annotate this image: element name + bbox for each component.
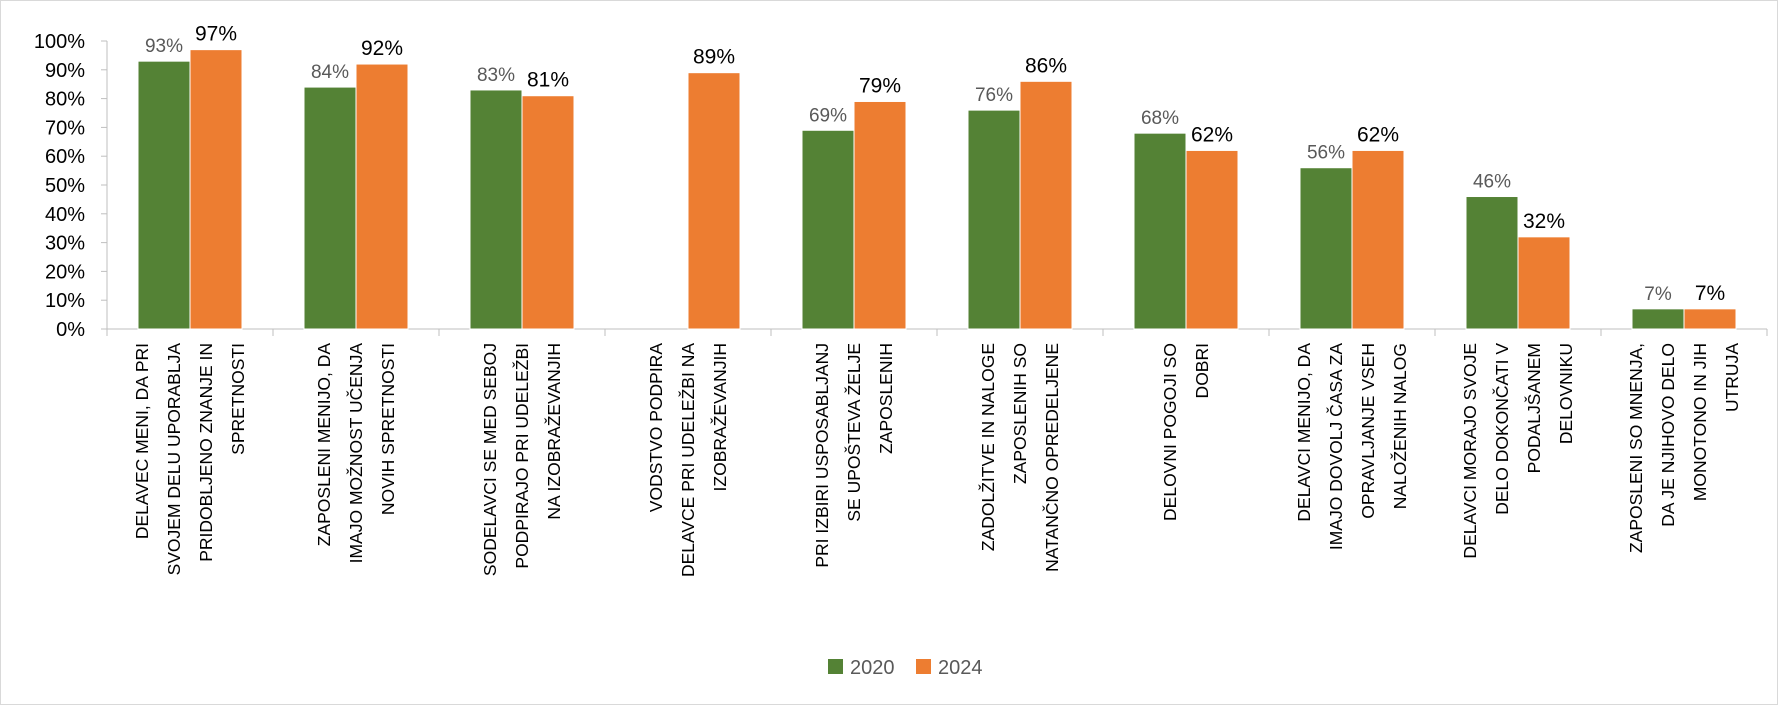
category-label-line: DELAVEC MENI, DA PRI <box>132 343 152 539</box>
category-label-line: DELO DOKONČATI V <box>1491 343 1512 515</box>
category-label: ZAPOSLENI MENIJO, DA IMAJO MOŽNOST UČENJA… <box>314 343 398 564</box>
bar-2024 <box>1351 149 1405 330</box>
bar-2020 <box>469 89 523 330</box>
bar-2020 <box>1631 308 1685 330</box>
category-label-line: ZAPOSLENIH <box>876 343 896 454</box>
bar-2024 <box>1683 308 1737 330</box>
data-label-2020: 69% <box>809 105 847 126</box>
category-label-line: NATANČNO OPREDELJENE <box>1041 343 1062 572</box>
bar-2020 <box>967 109 1021 330</box>
category-label-line: ZADOLŽITVE IN NALOGE <box>978 343 998 551</box>
data-label-2024: 81% <box>527 69 569 92</box>
y-tick-label: 90% <box>45 60 85 82</box>
bar-2020 <box>303 86 357 330</box>
data-label-2024: 92% <box>361 37 403 60</box>
category-label-line: IMAJO DOVOLJ ČASA ZA <box>1325 343 1346 550</box>
category-label: SODELAVCI SE MED SEBOJ PODPIRAJO PRI UDEL… <box>480 343 564 576</box>
data-label-2020: 84% <box>311 62 349 83</box>
category-label-line: NOVIH SPRETNOSTI <box>378 343 398 515</box>
data-label-2020: 93% <box>145 36 183 57</box>
category-label-line: VODSTVO PODPIRA <box>646 343 666 513</box>
data-label-2020: 68% <box>1141 108 1179 129</box>
category-label-line: PODPIRAJO PRI UDELEŽBI <box>512 343 532 569</box>
category-label-line: NA IZOBRAŽEVANJIH <box>544 343 564 520</box>
category-label: ZAPOSLENI SO MNENJA, DA JE NJIHOVO DELO MO… <box>1626 343 1742 553</box>
bar-2024 <box>1019 80 1073 330</box>
data-label-2024: 86% <box>1025 54 1067 77</box>
category-label-line: OPRAVLJANJE VSEH <box>1358 343 1378 519</box>
legend-label-2024: 2024 <box>938 657 983 679</box>
data-label-2024: 97% <box>195 23 237 46</box>
bar-2020 <box>137 60 191 330</box>
bar-2024 <box>355 63 409 330</box>
data-label-2020: 56% <box>1307 143 1345 164</box>
data-label-2020: 7% <box>1644 284 1672 305</box>
category-label-line: SODELAVCI SE MED SEBOJ <box>480 343 500 576</box>
category-label-line: SE UPOŠTEVA ŽELJE <box>843 343 864 522</box>
bar-2020 <box>1465 196 1519 330</box>
bar-2024 <box>521 95 575 330</box>
category-label-line: DELOVNIKU <box>1556 343 1576 444</box>
category-label-line: DA JE NJIHOVO DELO <box>1658 343 1678 527</box>
category-label-line: DELOVNI POGOJI SO <box>1160 343 1180 521</box>
bar-2024 <box>1185 149 1239 330</box>
y-tick-label: 60% <box>45 146 85 168</box>
category-label: PRI IZBIRI USPOSABLJANJ SE UPOŠTEVA ŽELJE… <box>812 343 896 568</box>
category-label-line: DELAVCE PRI UDELEŽBI NA <box>678 343 698 577</box>
category-label-line: SVOJEM DELU UPORABLJA <box>164 343 184 576</box>
y-tick-label: 20% <box>45 261 85 283</box>
bar-2020 <box>1299 167 1353 330</box>
bar-2024 <box>687 72 741 330</box>
category-label: DELAVEC MENI, DA PRI SVOJEM DELU UPORABLJ… <box>132 343 248 576</box>
y-tick-label: 100% <box>34 31 85 53</box>
category-label-line: SPRETNOSTI <box>228 343 248 455</box>
data-label-2020: 83% <box>477 65 515 86</box>
legend-swatch-2020 <box>828 659 843 674</box>
bar-2024 <box>1517 236 1571 330</box>
category-label-line: PODALJŠANEM <box>1523 343 1544 473</box>
category-label-line: DOBRI <box>1192 343 1212 398</box>
category-label: VODSTVO PODPIRA DELAVCE PRI UDELEŽBI NA IZ… <box>646 343 730 577</box>
bar-2020 <box>801 129 855 330</box>
legend-label-2020: 2020 <box>850 657 895 679</box>
y-tick-label: 40% <box>45 204 85 226</box>
data-label-2024: 62% <box>1357 123 1399 146</box>
category-label: DELAVCI MENIJO, DA IMAJO DOVOLJ ČASA ZA OP… <box>1294 343 1410 550</box>
category-label-line: NALOŽENIH NALOG <box>1390 343 1410 509</box>
data-label-2024: 79% <box>859 74 901 97</box>
category-label: DELOVNI POGOJI SO DOBRI <box>1160 343 1212 521</box>
data-label-2024: 62% <box>1191 123 1233 146</box>
y-tick-label: 70% <box>45 117 85 139</box>
category-label-line: DELAVCI MENIJO, DA <box>1294 343 1314 522</box>
bar-2024 <box>189 49 243 330</box>
data-label-2024: 89% <box>693 46 735 69</box>
y-tick-label: 50% <box>45 175 85 197</box>
category-label-line: ZAPOSLENI MENIJO, DA <box>314 343 334 547</box>
bar-2024 <box>853 100 907 330</box>
y-tick-label: 80% <box>45 89 85 111</box>
category-label-line: PRI IZBIRI USPOSABLJANJ <box>812 343 832 568</box>
y-tick-label: 30% <box>45 233 85 255</box>
data-label-2020: 46% <box>1473 172 1511 193</box>
category-label-line: ZAPOSLENIH SO <box>1010 343 1030 484</box>
data-label-2024: 7% <box>1695 282 1725 305</box>
category-label-line: IZOBRAŽEVANJIH <box>710 343 730 491</box>
category-label-line: UTRUJA <box>1722 343 1742 412</box>
data-label-2020: 76% <box>975 85 1013 106</box>
category-label: ZADOLŽITVE IN NALOGE ZAPOSLENIH SO NATANČN… <box>978 343 1062 572</box>
category-label-line: ZAPOSLENI SO MNENJA, <box>1626 343 1646 553</box>
legend-swatch-2024 <box>916 659 931 674</box>
category-label-line: PRIDOBLJENO ZNANJE IN <box>196 343 216 562</box>
category-label: DELAVCI MORAJO SVOJE DELO DOKONČATI V PODA… <box>1460 343 1576 559</box>
category-label-line: IMAJO MOŽNOST UČENJA <box>345 343 366 564</box>
category-label-line: DELAVCI MORAJO SVOJE <box>1460 343 1480 559</box>
y-tick-label: 10% <box>45 290 85 312</box>
bar-2020 <box>1133 132 1187 330</box>
data-label-2024: 32% <box>1523 210 1565 233</box>
y-tick-label: 0% <box>56 319 85 341</box>
category-label-line: MONOTONO IN JIH <box>1690 343 1710 501</box>
